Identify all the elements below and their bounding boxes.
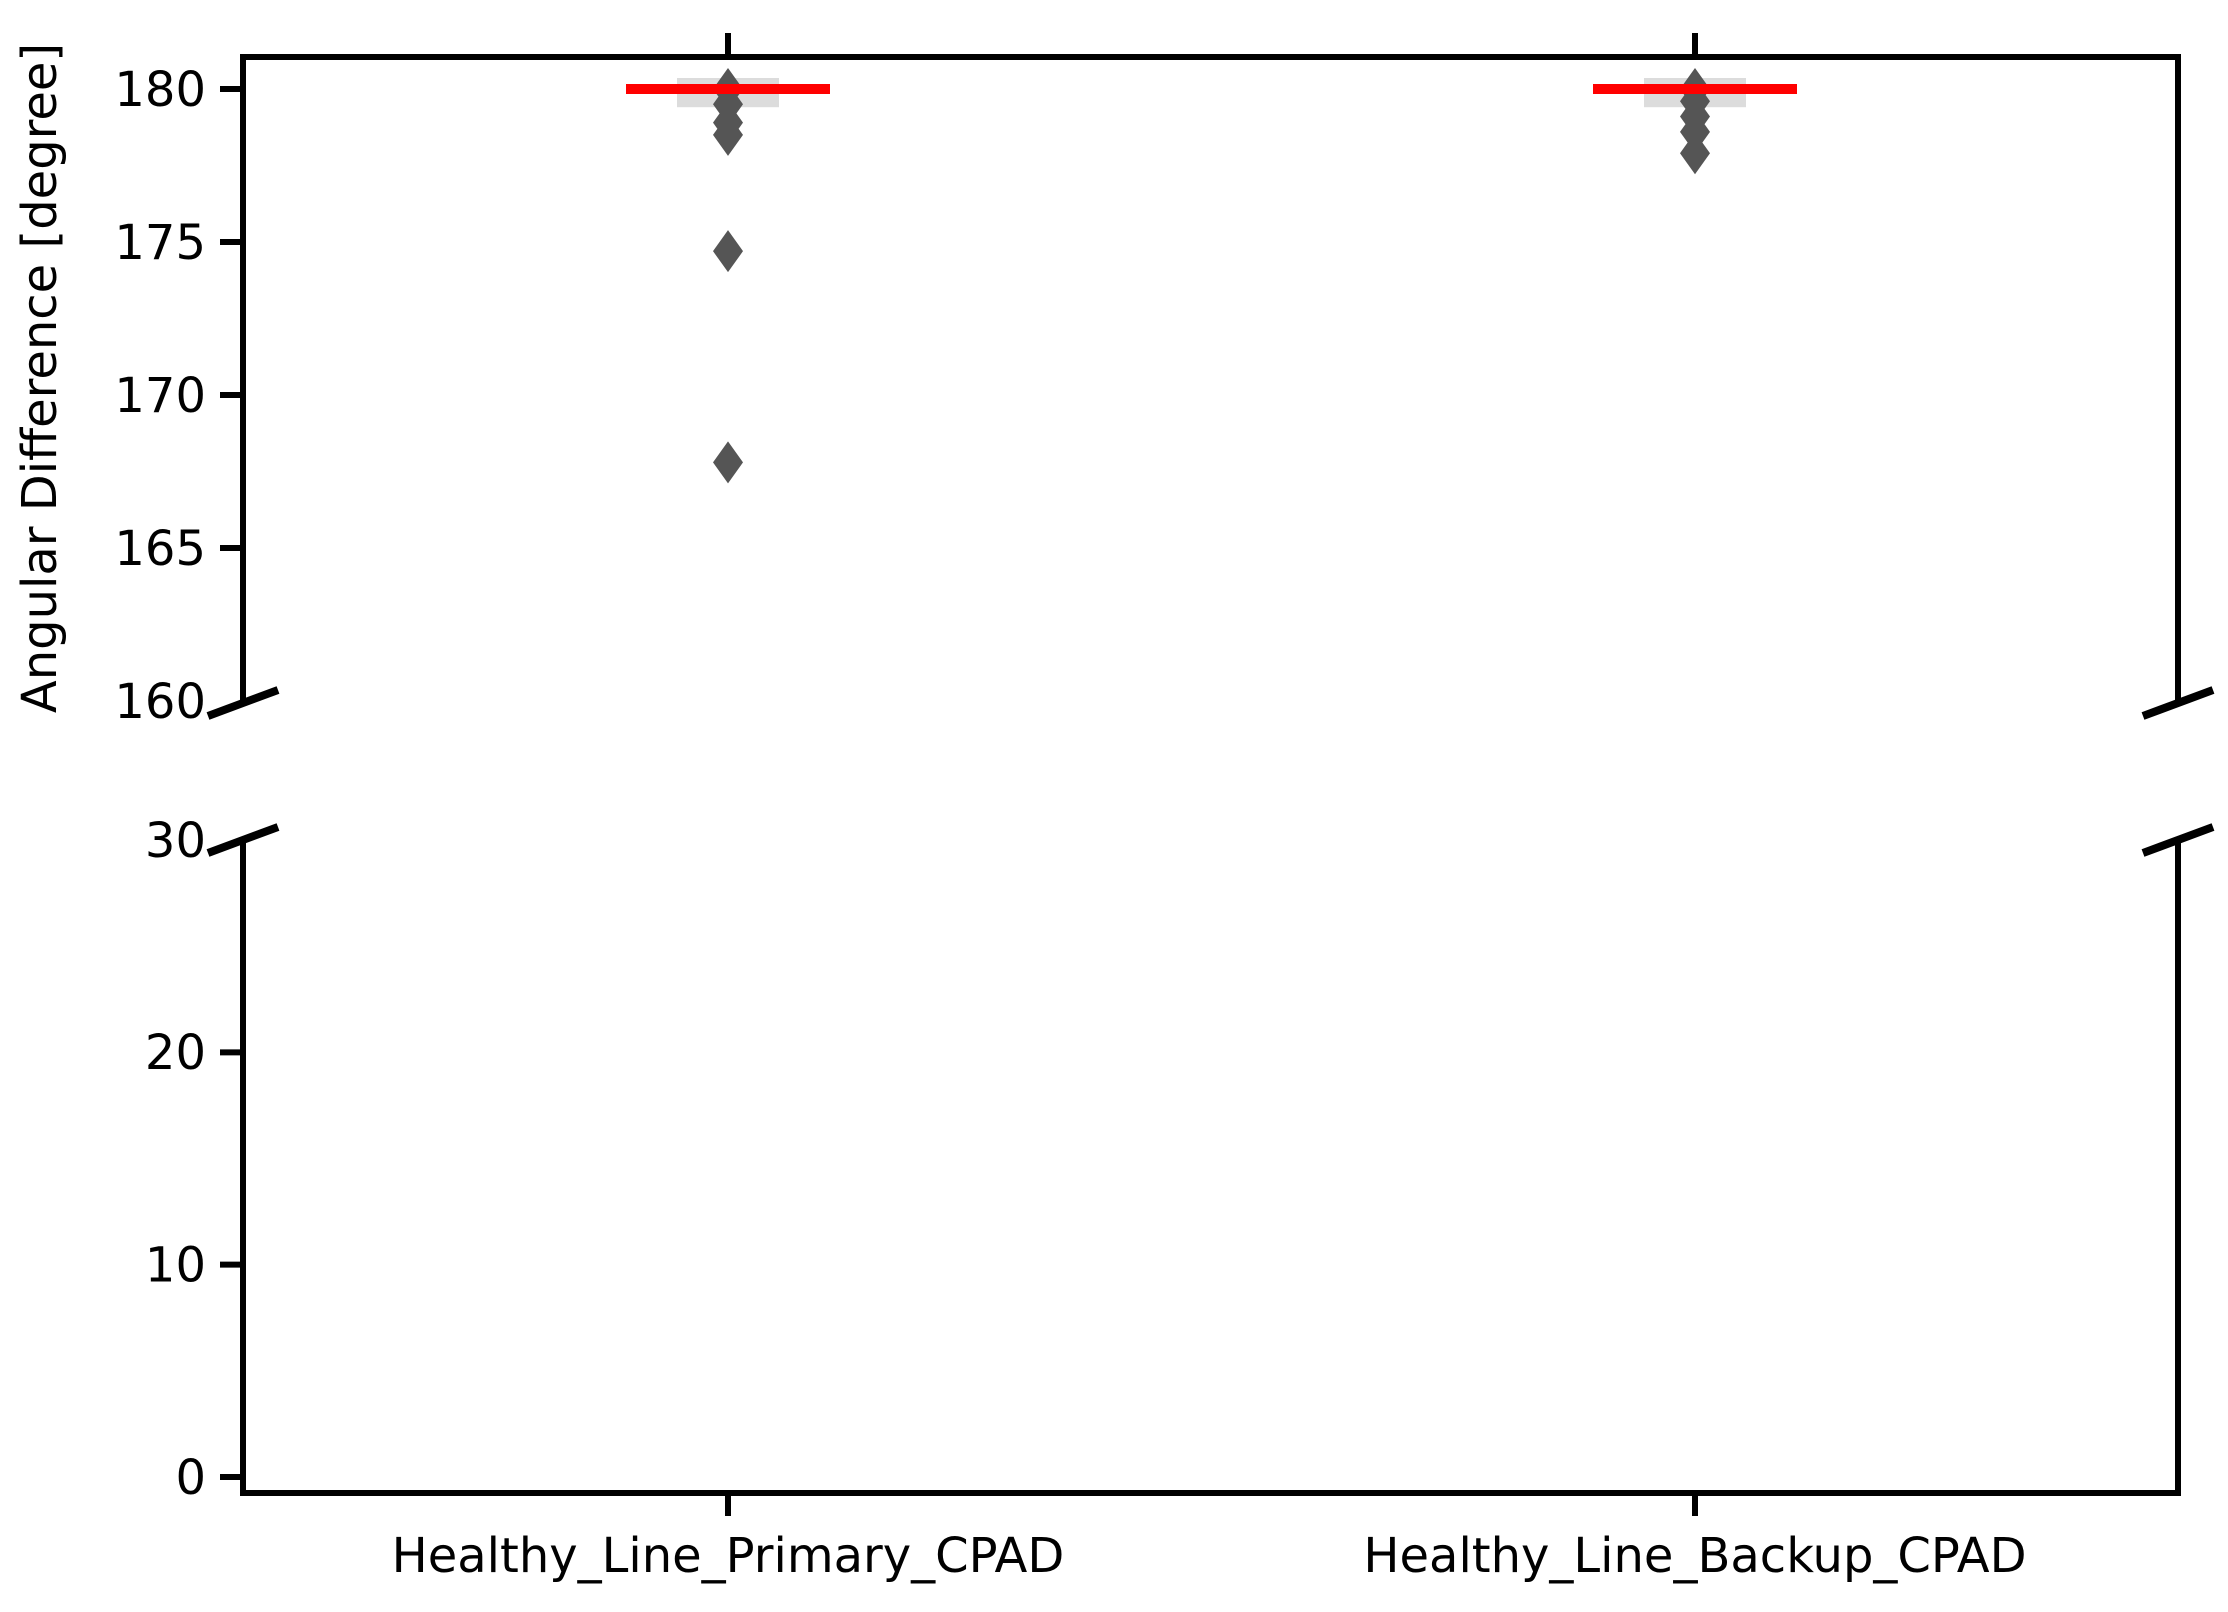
flier-diamond xyxy=(713,441,743,484)
axis-break-slash xyxy=(206,686,280,720)
y-tick-label: 10 xyxy=(145,1237,206,1293)
flier-diamond xyxy=(713,113,743,156)
y-tick-label: 0 xyxy=(175,1450,206,1506)
axis-break-slash xyxy=(206,823,280,857)
y-tick-label: 165 xyxy=(114,521,206,577)
flier-diamond xyxy=(713,230,743,273)
y-tick-label: 170 xyxy=(114,368,206,424)
axis-break-slash xyxy=(2141,823,2215,857)
bottom-panel-spine xyxy=(240,840,2181,1496)
axis-break-slash xyxy=(2141,686,2215,720)
x-tick-label: Healthy_Line_Primary_CPAD xyxy=(392,1528,1065,1584)
x-tick-label: Healthy_Line_Backup_CPAD xyxy=(1363,1528,2026,1584)
flier-diamond xyxy=(1680,132,1710,175)
y-tick-label: 30 xyxy=(145,813,206,869)
y-tick-label: 20 xyxy=(145,1025,206,1081)
flier-diamond xyxy=(1680,110,1710,153)
y-tick-label: 180 xyxy=(114,62,206,118)
y-tick-label: 175 xyxy=(114,215,206,271)
y-axis-label: Angular Difference [degree] xyxy=(12,42,68,714)
y-tick-label: 160 xyxy=(114,674,206,730)
top-panel-spine xyxy=(240,54,2181,703)
